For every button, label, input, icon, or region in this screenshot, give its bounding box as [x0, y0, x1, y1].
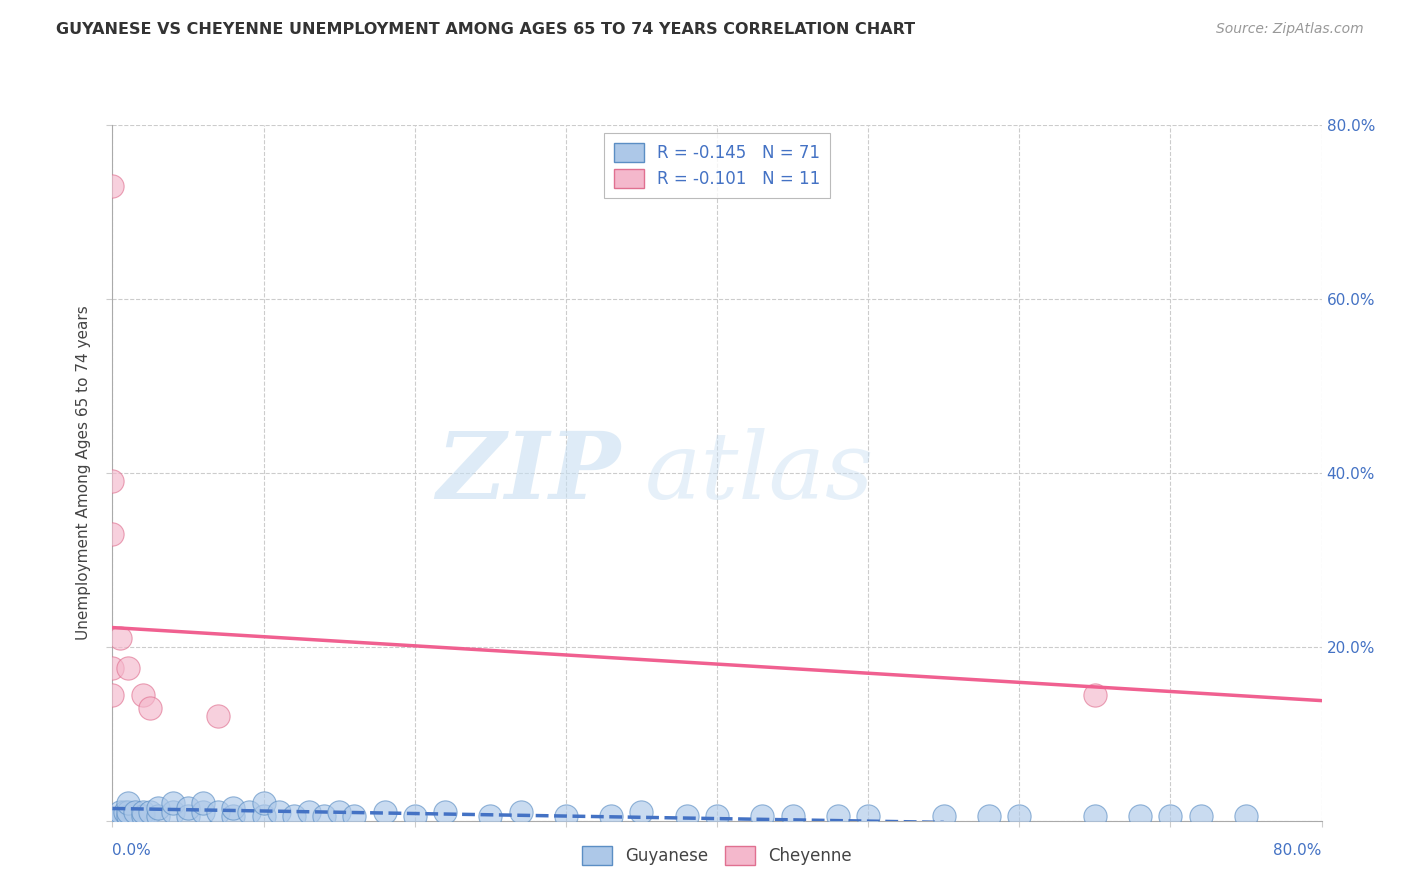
Point	[600, 809, 623, 823]
Point	[856, 809, 880, 823]
Text: 0.0%: 0.0%	[112, 843, 152, 858]
Point	[374, 805, 396, 819]
Point	[177, 800, 200, 814]
Point	[132, 805, 155, 819]
Point	[191, 805, 214, 819]
Point	[101, 814, 124, 828]
Point	[1189, 809, 1212, 823]
Point	[101, 814, 124, 828]
Point	[404, 809, 426, 823]
Point	[117, 796, 139, 810]
Point	[977, 809, 1000, 823]
Point	[101, 688, 124, 702]
Point	[1129, 809, 1152, 823]
Point	[782, 809, 804, 823]
Point	[101, 814, 124, 828]
Point	[328, 805, 350, 819]
Point	[630, 805, 652, 819]
Point	[101, 814, 124, 828]
Point	[1084, 688, 1107, 702]
Point	[124, 805, 146, 819]
Point	[101, 814, 124, 828]
Point	[238, 805, 260, 819]
Point	[101, 814, 124, 828]
Point	[101, 814, 124, 828]
Point	[139, 700, 162, 714]
Point	[101, 814, 124, 828]
Point	[1234, 809, 1257, 823]
Point	[117, 809, 139, 823]
Text: atlas: atlas	[644, 428, 875, 517]
Point	[177, 809, 200, 823]
Point	[101, 814, 124, 828]
Point	[298, 805, 321, 819]
Point	[932, 809, 955, 823]
Text: Source: ZipAtlas.com: Source: ZipAtlas.com	[1216, 22, 1364, 37]
Point	[101, 814, 124, 828]
Point	[1084, 809, 1107, 823]
Point	[117, 661, 139, 675]
Point	[207, 709, 229, 723]
Text: ZIP: ZIP	[436, 428, 620, 517]
Point	[101, 814, 124, 828]
Point	[162, 796, 184, 810]
Point	[675, 809, 697, 823]
Point	[101, 814, 124, 828]
Point	[191, 796, 214, 810]
Point	[108, 805, 131, 819]
Point	[101, 814, 124, 828]
Point	[267, 805, 290, 819]
Point	[101, 814, 124, 828]
Point	[1008, 809, 1031, 823]
Point	[751, 809, 773, 823]
Point	[509, 805, 531, 819]
Point	[827, 809, 849, 823]
Point	[479, 809, 502, 823]
Point	[101, 814, 124, 828]
Point	[101, 814, 124, 828]
Text: GUYANESE VS CHEYENNE UNEMPLOYMENT AMONG AGES 65 TO 74 YEARS CORRELATION CHART: GUYANESE VS CHEYENNE UNEMPLOYMENT AMONG …	[56, 22, 915, 37]
Point	[706, 809, 728, 823]
Point	[283, 809, 305, 823]
Point	[132, 688, 155, 702]
Point	[101, 814, 124, 828]
Y-axis label: Unemployment Among Ages 65 to 74 years: Unemployment Among Ages 65 to 74 years	[76, 305, 91, 640]
Point	[253, 796, 276, 810]
Point	[343, 809, 366, 823]
Point	[554, 809, 576, 823]
Point	[433, 805, 456, 819]
Point	[222, 809, 245, 823]
Point	[1159, 809, 1181, 823]
Point	[101, 526, 124, 541]
Point	[146, 809, 169, 823]
Point	[101, 475, 124, 489]
Point	[139, 805, 162, 819]
Point	[207, 805, 229, 819]
Point	[314, 809, 336, 823]
Point	[101, 814, 124, 828]
Point	[132, 809, 155, 823]
Point	[101, 814, 124, 828]
Point	[117, 805, 139, 819]
Text: 80.0%: 80.0%	[1274, 843, 1322, 858]
Point	[222, 800, 245, 814]
Point	[253, 809, 276, 823]
Point	[101, 814, 124, 828]
Point	[108, 631, 131, 645]
Legend: Guyanese, Cheyenne: Guyanese, Cheyenne	[572, 836, 862, 875]
Point	[162, 805, 184, 819]
Point	[146, 800, 169, 814]
Point	[101, 178, 124, 193]
Point	[114, 805, 136, 819]
Point	[101, 661, 124, 675]
